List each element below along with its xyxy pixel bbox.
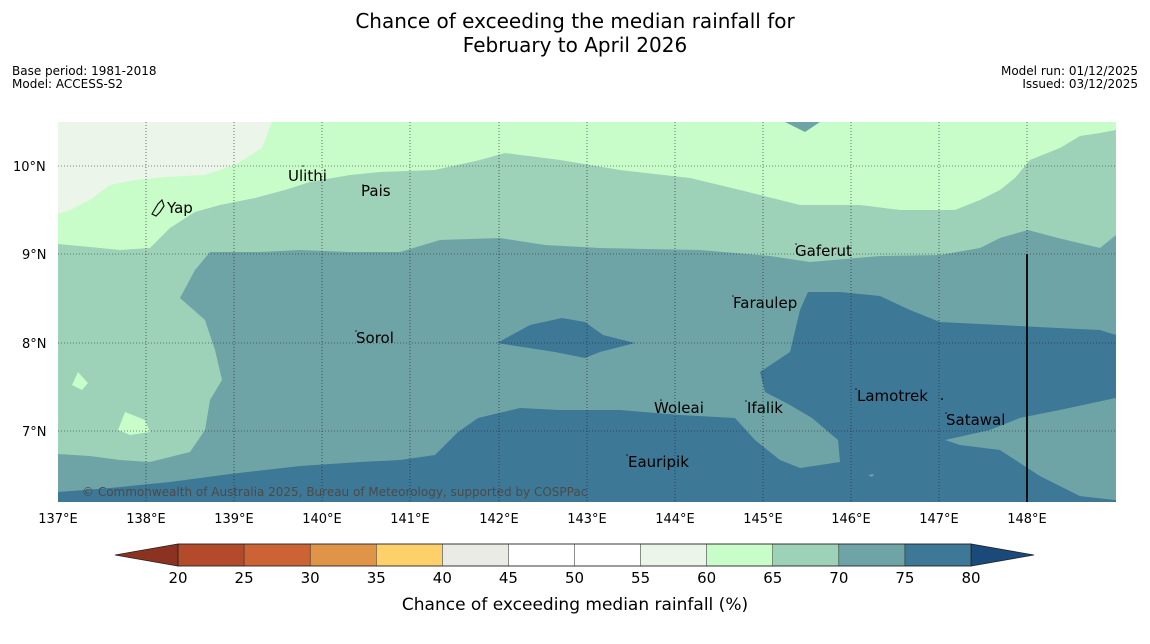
meta-left: Base period: 1981-2018 Model: ACCESS-S2 — [12, 65, 157, 91]
colorbar-segment — [376, 543, 443, 567]
colorbar-high-extension — [970, 543, 1035, 567]
colorbar-outline — [177, 543, 972, 567]
place-label-woleai: Woleai — [654, 399, 704, 417]
lon-label-139e: 139°E — [214, 512, 254, 527]
colorbar-segment — [640, 543, 708, 567]
woleai-marker — [660, 399, 662, 401]
copyright-credit: © Commonwealth of Australia 2025, Bureau… — [82, 485, 587, 499]
place-label-pais: Pais — [361, 182, 391, 200]
place-label-sorol: Sorol — [356, 329, 394, 347]
graticule — [58, 122, 1116, 502]
colorbar-tick-label: 25 — [235, 569, 254, 587]
colorbar-tick-label: 45 — [499, 569, 518, 587]
colorbar-tick-label: 75 — [895, 569, 914, 587]
probability-60-65-region — [58, 122, 1116, 250]
map-title-line-1: Chance of exceeding the median rainfall … — [355, 9, 795, 33]
colorbar-segment — [243, 543, 311, 567]
lon-label-144e: 144°E — [655, 512, 695, 527]
lon-label-140e: 140°E — [302, 512, 342, 527]
colorbar-tick-label: 65 — [763, 569, 782, 587]
lat-label-7n: 7°N — [22, 425, 47, 440]
place-label-yap: Yap — [166, 199, 193, 217]
probability-75-80-region-south — [58, 292, 1116, 502]
probability-70-75-patch-sorol — [330, 343, 462, 406]
issued-text: Issued: 03/12/2025 — [1022, 77, 1138, 91]
colorbar-segment — [574, 543, 642, 567]
colorbar-tick-label: 30 — [301, 569, 320, 587]
sorol-marker — [355, 330, 357, 332]
latitude-axis-labels: 10°N 9°N 8°N 7°N — [13, 160, 47, 440]
colorbar-segment — [838, 543, 906, 567]
colorbar-segment — [508, 543, 576, 567]
colorbar-tick-label: 40 — [433, 569, 452, 587]
gaferut-marker — [795, 243, 797, 245]
colorbar-segment — [904, 543, 972, 567]
lon-label-143e: 143°E — [567, 512, 607, 527]
colorbar-segment — [442, 543, 509, 567]
colorbar-tick-label: 80 — [961, 569, 980, 587]
colorbar-title: Chance of exceeding median rainfall (%) — [402, 595, 748, 615]
colorbar-tick-label: 20 — [168, 569, 187, 587]
lon-label-142e: 142°E — [479, 512, 519, 527]
model-run-text: Model run: 01/12/2025 — [1000, 64, 1138, 78]
faraulep-marker — [732, 295, 734, 297]
place-label-ulithi: Ulithi — [288, 167, 327, 185]
island-markers — [151, 165, 947, 456]
lon-label-148e: 148°E — [1007, 512, 1047, 527]
longitude-axis-labels: 137°E 138°E 139°E 140°E 141°E 142°E 143°… — [38, 512, 1047, 527]
eauripik-marker — [626, 454, 628, 456]
place-labels: Ulithi Pais Yap Gaferut Faraulep Sorol W… — [166, 167, 1005, 471]
place-label-lamotrek: Lamotrek — [857, 387, 928, 405]
lat-label-8n: 8°N — [22, 337, 47, 352]
place-label-faraulep: Faraulep — [733, 294, 797, 312]
probability-60-65-patch-1 — [72, 372, 88, 390]
place-label-eauripik: Eauripik — [628, 453, 689, 471]
lamotrek-east-marker — [941, 398, 943, 400]
colorbar-segment — [706, 543, 774, 567]
colorbar-segment — [772, 543, 840, 567]
map-title-line-2: February to April 2026 — [462, 33, 688, 57]
colorbar-low-extension — [114, 543, 179, 567]
lon-label-147e: 147°E — [919, 512, 959, 527]
place-label-satawal: Satawal — [946, 411, 1005, 429]
colorbar-tick-label: 35 — [367, 569, 386, 587]
probability-55-60-region — [58, 122, 272, 214]
colorbar-tick-label: 55 — [631, 569, 650, 587]
colorbar-tick-label: 70 — [829, 569, 848, 587]
lamotrek-marker — [855, 388, 857, 390]
colorbar-tick-label: 50 — [565, 569, 584, 587]
colorbar-segment — [177, 543, 245, 567]
probability-60-65-patch-2 — [118, 412, 150, 435]
ifalik-marker — [745, 400, 747, 402]
lon-label-146e: 146°E — [831, 512, 871, 527]
lat-label-10n: 10°N — [13, 160, 46, 175]
lon-label-145e: 145°E — [743, 512, 783, 527]
colorbar-tick-label: 60 — [697, 569, 716, 587]
ulithi-marker — [302, 165, 304, 167]
satawal-marker — [945, 412, 947, 414]
probability-70-75-patch-tiny — [868, 474, 874, 477]
lat-label-9n: 9°N — [22, 248, 47, 263]
place-label-ifalik: Ifalik — [747, 399, 783, 417]
lon-label-138e: 138°E — [126, 512, 166, 527]
model-text: Model: ACCESS-S2 — [12, 77, 124, 91]
probability-75-80-patch-central — [497, 318, 635, 358]
lon-label-137e: 137°E — [38, 512, 78, 527]
lon-label-141e: 141°E — [390, 512, 430, 527]
colorbar: 20 25 30 35 40 45 50 55 60 65 70 75 80 C… — [114, 543, 1035, 615]
probability-65-70-region — [58, 122, 1116, 462]
place-label-gaferut: Gaferut — [795, 242, 852, 260]
colorbar-segment — [309, 543, 377, 567]
base-period-text: Base period: 1981-2018 — [12, 64, 157, 78]
pais-marker — [362, 184, 364, 186]
probability-70-75-patch-east — [945, 398, 1116, 500]
probability-55-60-patch-topright — [785, 122, 820, 132]
colorbar-segments — [177, 543, 972, 567]
meta-right: Model run: 01/12/2025 Issued: 03/12/2025 — [1001, 65, 1138, 91]
yap-island-shape — [151, 198, 165, 217]
colorbar-ticks: 20 25 30 35 40 45 50 55 60 65 70 75 80 — [168, 569, 980, 587]
map-area: Ulithi Pais Yap Gaferut Faraulep Sorol W… — [58, 122, 1116, 502]
